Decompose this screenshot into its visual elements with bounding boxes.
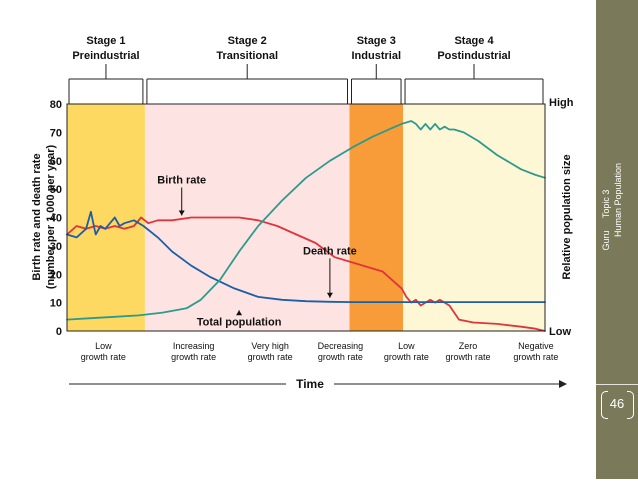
time-axis: [69, 380, 567, 388]
stage-sub-4: Postindustrial: [437, 50, 510, 62]
x-axis-label: Time: [296, 377, 324, 391]
growth-label-line1-4: Decreasing: [318, 341, 364, 351]
growth-label-line2-7: growth rate: [513, 352, 558, 362]
annotations: Birth rate Death rate Total population: [157, 174, 357, 328]
side-vertical-text: Guru Topic 3 Human Population: [600, 120, 636, 320]
stage-name-1: Stage 1: [86, 35, 125, 47]
side-author: Guru: [601, 230, 611, 251]
slide-content: Stage 1 Preindustrial Stage 2 Transitional S…: [31, 35, 574, 391]
side-panel: Guru Topic 3 Human Population 46: [596, 0, 638, 479]
growth-label-line1-7: Negative: [518, 341, 554, 351]
y2-low-label: Low: [549, 326, 571, 338]
stage-band-1: [67, 104, 145, 331]
stage-brackets: [68, 64, 544, 104]
demographic-transition-chart: Stage 1 Preindustrial Stage 2 Transitional S…: [31, 35, 574, 391]
stage-name-4: Stage 4: [454, 35, 494, 47]
stage-name-2: Stage 2: [228, 35, 267, 47]
stage-labels: Stage 1 Preindustrial Stage 2 Transitional S…: [72, 35, 510, 62]
page-bracket-left: [601, 391, 608, 419]
y-axis-label-line1: Birth rate and death rate: [31, 153, 43, 280]
series-lines: [66, 120, 546, 332]
growth-label-line1-6: Zero: [459, 341, 478, 351]
y-tick-label-2: 20: [50, 269, 62, 281]
stage-band-3: [349, 104, 404, 331]
series-line-3: [66, 120, 546, 321]
annotation-arrowhead-3: [236, 310, 243, 316]
side-subject: Human Population: [613, 162, 623, 238]
stage-sub-1: Preindustrial: [72, 50, 139, 62]
stage-sub-3: Industrial: [352, 50, 402, 62]
growth-label-line2-4: growth rate: [318, 352, 363, 362]
growth-label-line2-5: growth rate: [384, 352, 429, 362]
plot-frame: [66, 103, 546, 332]
stage-band-2: [144, 104, 350, 331]
stage-sub-2: Transitional: [216, 50, 278, 62]
growth-label-line1-2: Increasing: [173, 341, 215, 351]
annotation-label-1: Birth rate: [157, 174, 206, 186]
page-number: 46: [609, 396, 625, 411]
y-tick-label-6: 60: [50, 156, 62, 168]
growth-label-line1-1: Low: [95, 341, 112, 351]
annotation-arrowhead-2: [326, 292, 333, 298]
series-line-2: [66, 210, 546, 303]
stage-bands: [67, 104, 545, 331]
y-tick-label-1: 10: [50, 298, 62, 310]
stage-name-3: Stage 3: [357, 35, 396, 47]
y-axis-label-line2: (number per 1,000 per year): [45, 145, 57, 290]
y-tick-label-3: 30: [50, 241, 62, 253]
growth-label-line2-3: growth rate: [248, 352, 293, 362]
page-bracket-right: [627, 391, 634, 419]
time-axis-arrowhead: [559, 380, 567, 388]
y-tick-label-5: 50: [50, 184, 62, 196]
y-tick-label-7: 70: [50, 127, 62, 139]
growth-label-line2-6: growth rate: [446, 352, 491, 362]
growth-label-line2-1: growth rate: [81, 352, 126, 362]
growth-label-line1-5: Low: [398, 341, 415, 351]
y-tick-label-8: 80: [50, 99, 62, 111]
annotation-arrowhead-1: [178, 210, 185, 216]
side-topic: Topic 3: [601, 189, 611, 219]
side-divider: [596, 384, 638, 385]
annotation-label-2: Death rate: [303, 245, 357, 257]
growth-label-line1-3: Very high: [251, 341, 289, 351]
y-tick-label-0: 0: [56, 326, 62, 338]
y2-axis-label: Relative population size: [561, 154, 573, 279]
growth-label-line2-2: growth rate: [171, 352, 216, 362]
stage-band-4: [403, 104, 545, 331]
y-tick-label-4: 40: [50, 213, 62, 225]
series-line-1: [66, 216, 546, 332]
y2-high-label: High: [549, 97, 574, 109]
y-axis-ticks: 0 10 20 30 40 50 60 70 80: [50, 99, 62, 338]
annotation-label-3: Total population: [197, 316, 282, 328]
